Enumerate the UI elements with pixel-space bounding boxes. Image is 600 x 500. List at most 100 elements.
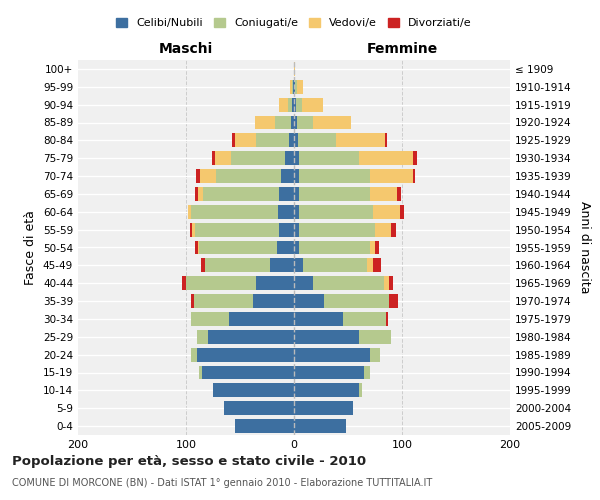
Bar bbox=[286, 151, 294, 165]
Bar bbox=[370, 169, 413, 183]
Bar bbox=[290, 80, 292, 94]
Bar bbox=[287, 98, 292, 112]
Bar bbox=[359, 330, 391, 344]
Bar bbox=[191, 348, 197, 362]
Bar bbox=[299, 222, 375, 236]
Y-axis label: Fasce di età: Fasce di età bbox=[25, 210, 37, 285]
Bar bbox=[294, 366, 364, 380]
Bar bbox=[343, 312, 386, 326]
Bar bbox=[191, 205, 278, 219]
Bar bbox=[299, 151, 359, 165]
Bar bbox=[200, 169, 216, 183]
Bar bbox=[294, 80, 295, 94]
Bar bbox=[313, 276, 383, 290]
Bar bbox=[275, 116, 291, 130]
Bar bbox=[256, 134, 289, 147]
Bar bbox=[336, 134, 385, 147]
Bar bbox=[294, 330, 359, 344]
Bar bbox=[294, 62, 295, 76]
Bar bbox=[294, 222, 299, 236]
Bar bbox=[294, 240, 299, 254]
Bar bbox=[194, 240, 198, 254]
Bar bbox=[297, 116, 313, 130]
Bar bbox=[375, 240, 379, 254]
Bar bbox=[277, 240, 294, 254]
Legend: Celibi/Nubili, Coniugati/e, Vedovi/e, Divorziati/e: Celibi/Nubili, Coniugati/e, Vedovi/e, Di… bbox=[112, 13, 476, 32]
Bar bbox=[296, 98, 302, 112]
Bar bbox=[255, 116, 275, 130]
Bar bbox=[359, 151, 413, 165]
Bar bbox=[294, 312, 343, 326]
Bar bbox=[201, 258, 205, 272]
Bar bbox=[199, 366, 202, 380]
Bar bbox=[289, 134, 294, 147]
Bar bbox=[373, 258, 382, 272]
Bar bbox=[212, 151, 215, 165]
Bar bbox=[294, 348, 370, 362]
Bar bbox=[224, 401, 294, 415]
Bar bbox=[198, 187, 203, 201]
Bar bbox=[400, 205, 404, 219]
Bar bbox=[370, 187, 397, 201]
Bar bbox=[413, 169, 415, 183]
Bar bbox=[299, 240, 370, 254]
Bar bbox=[389, 276, 394, 290]
Bar bbox=[294, 294, 324, 308]
Bar bbox=[324, 294, 389, 308]
Bar bbox=[193, 222, 194, 236]
Bar bbox=[364, 366, 370, 380]
Bar bbox=[232, 151, 286, 165]
Bar bbox=[294, 134, 298, 147]
Bar bbox=[190, 222, 193, 236]
Bar bbox=[292, 98, 294, 112]
Text: COMUNE DI MORCONE (BN) - Dati ISTAT 1° gennaio 2010 - Elaborazione TUTTITALIA.IT: COMUNE DI MORCONE (BN) - Dati ISTAT 1° g… bbox=[12, 478, 432, 488]
Bar bbox=[202, 366, 294, 380]
Bar bbox=[194, 294, 253, 308]
Bar bbox=[229, 312, 294, 326]
Bar bbox=[197, 330, 208, 344]
Bar bbox=[302, 258, 367, 272]
Bar bbox=[270, 258, 294, 272]
Bar bbox=[235, 419, 294, 433]
Bar bbox=[294, 116, 297, 130]
Bar bbox=[279, 222, 294, 236]
Bar bbox=[232, 134, 235, 147]
Bar bbox=[253, 294, 294, 308]
Bar bbox=[256, 276, 294, 290]
Bar bbox=[194, 222, 279, 236]
Bar bbox=[302, 98, 323, 112]
Bar bbox=[294, 276, 313, 290]
Bar bbox=[279, 98, 287, 112]
Bar bbox=[182, 276, 186, 290]
Bar bbox=[294, 205, 299, 219]
Bar bbox=[413, 151, 417, 165]
Bar bbox=[294, 169, 299, 183]
Bar bbox=[281, 169, 294, 183]
Bar bbox=[299, 169, 370, 183]
Text: Popolazione per età, sesso e stato civile - 2010: Popolazione per età, sesso e stato civil… bbox=[12, 455, 366, 468]
Bar bbox=[215, 151, 232, 165]
Bar bbox=[199, 240, 277, 254]
Bar bbox=[198, 240, 199, 254]
Bar bbox=[294, 384, 359, 398]
Bar bbox=[294, 98, 296, 112]
Bar bbox=[293, 80, 294, 94]
Bar bbox=[389, 294, 398, 308]
Bar bbox=[294, 401, 353, 415]
Bar bbox=[313, 116, 351, 130]
Bar bbox=[298, 134, 336, 147]
Bar bbox=[197, 348, 294, 362]
Bar bbox=[191, 312, 229, 326]
Bar bbox=[294, 258, 302, 272]
Bar bbox=[299, 187, 370, 201]
Bar bbox=[203, 187, 279, 201]
Bar bbox=[216, 169, 281, 183]
Bar bbox=[367, 258, 373, 272]
Bar bbox=[383, 276, 389, 290]
Bar bbox=[294, 187, 299, 201]
Bar bbox=[278, 205, 294, 219]
Bar bbox=[397, 187, 401, 201]
Text: Maschi: Maschi bbox=[159, 42, 213, 56]
Bar bbox=[370, 240, 375, 254]
Bar bbox=[386, 312, 388, 326]
